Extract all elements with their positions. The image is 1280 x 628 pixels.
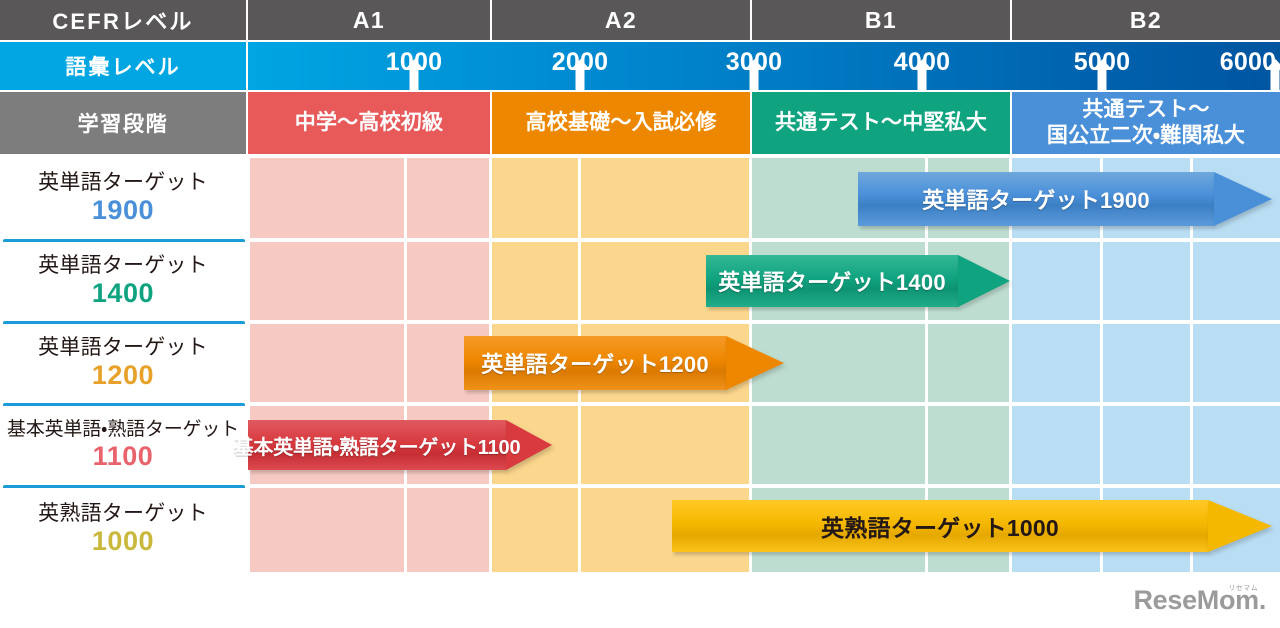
row-divider-3 xyxy=(3,403,245,407)
logo-dot: . xyxy=(1258,585,1267,615)
row-title: 英熟語ターゲット xyxy=(38,502,208,525)
arrow-label: 英単語ターゲット1900 xyxy=(922,188,1150,213)
cefr-level-b1: B1 xyxy=(752,0,1010,40)
gridline-v-6 xyxy=(1009,158,1012,572)
stage-row-label: 学習段階 xyxy=(0,92,246,154)
gridline-h-1 xyxy=(248,238,1280,242)
logo-text: ReseMom xyxy=(1133,585,1260,615)
cefr-row-label: CEFRレベル xyxy=(0,0,246,40)
stage-cell-4: 共通テスト～ 国公立二次・難関私大 xyxy=(1012,92,1280,154)
cefr-level-a2: A2 xyxy=(492,0,750,40)
vocab-row-label: 語彙レベル xyxy=(0,42,246,90)
arrow-label: 基本英単語・熟語ターゲット1100 xyxy=(233,436,521,459)
vocab-tick-arrow-2000 xyxy=(575,68,585,90)
cefr-level-b2: B2 xyxy=(1012,0,1280,40)
stage-cell-3: 共通テスト～中堅私大 xyxy=(752,92,1010,154)
gridline-v-8 xyxy=(1190,158,1193,572)
row-title: 基本英単語・熟語ターゲット xyxy=(7,419,239,441)
vocab-tick-arrow-5000 xyxy=(1097,68,1107,90)
arrow-target-1200: 英単語ターゲット1200 xyxy=(464,336,784,390)
vocab-tick-arrow-4000 xyxy=(917,68,927,90)
vocab-tick-arrow-1000 xyxy=(409,68,419,90)
cefr-level-a1: A1 xyxy=(248,0,490,40)
arrow-target-1100: 基本英単語・熟語ターゲット1100 xyxy=(234,420,552,470)
arrow-target-1900: 英単語ターゲット1900 xyxy=(858,172,1272,226)
row-label-1900: 英単語ターゲット 1900 xyxy=(0,158,246,240)
logo-ruby: リセマム xyxy=(1228,585,1258,592)
vocab-scale-band: 1000 2000 3000 4000 5000 6000 xyxy=(248,42,1280,90)
row-divider-1 xyxy=(3,239,245,243)
gridline-h-3 xyxy=(248,402,1280,406)
gridline-h-2 xyxy=(248,320,1280,324)
row-label-1100: 基本英単語・熟語ターゲット 1100 xyxy=(0,406,246,486)
stage-cell-2: 高校基礎～入試必修 xyxy=(492,92,750,154)
arrow-target-1400: 英単語ターゲット1400 xyxy=(706,255,1010,307)
row-divider-4 xyxy=(3,485,245,489)
gridline-v-1 xyxy=(404,158,407,572)
row-label-1400: 英単語ターゲット 1400 xyxy=(0,242,246,322)
arrow-label: 英単語ターゲット1200 xyxy=(481,352,709,377)
arrow-label: 英熟語ターゲット1000 xyxy=(821,515,1059,541)
row-divider-2 xyxy=(3,321,245,325)
vocab-tick-arrow-6000 xyxy=(1270,68,1280,90)
row-label-1000: 英熟語ターゲット 1000 xyxy=(0,488,246,572)
row-number: 1400 xyxy=(91,278,155,309)
resemom-logo: ReseMom. リセマム xyxy=(1134,585,1267,616)
body-band-pink xyxy=(250,158,489,572)
row-number: 1200 xyxy=(91,360,155,391)
gridline-h-4 xyxy=(248,484,1280,488)
stage-cell-1: 中学～高校初級 xyxy=(248,92,490,154)
row-label-1200: 英単語ターゲット 1200 xyxy=(0,324,246,404)
row-number: 1900 xyxy=(91,195,155,226)
row-title: 英単語ターゲット xyxy=(38,336,208,359)
gridline-v-5 xyxy=(925,158,928,572)
vocab-tick-arrow-3000 xyxy=(749,68,759,90)
gridline-v-7 xyxy=(1100,158,1103,572)
row-title: 英単語ターゲット xyxy=(38,171,208,194)
arrow-label: 英単語ターゲット1400 xyxy=(718,270,946,295)
arrow-target-1000: 英熟語ターゲット1000 xyxy=(672,500,1272,552)
row-title: 英単語ターゲット xyxy=(38,254,208,277)
row-number: 1000 xyxy=(91,526,155,557)
row-number: 1100 xyxy=(92,440,154,471)
